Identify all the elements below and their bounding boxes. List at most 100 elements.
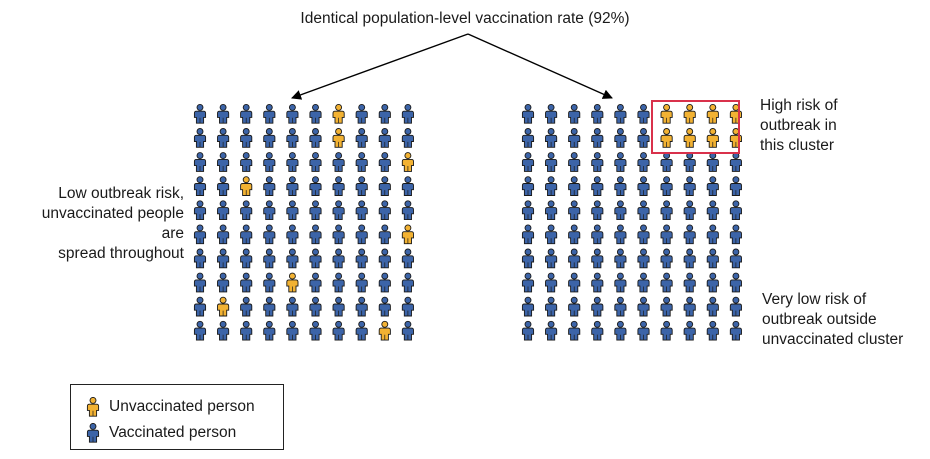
vaccinated-person-icon (683, 296, 696, 317)
vaccinated-person-icon (332, 176, 345, 196)
vaccinated-person-icon (309, 224, 322, 245)
vaccinated-person-icon (378, 103, 391, 124)
vaccinated-person-icon (568, 103, 581, 124)
vaccinated-person-icon (729, 200, 742, 221)
vaccinated-person-icon (729, 176, 742, 196)
unvaccinated-person-icon (660, 128, 673, 148)
vaccinated-person-icon (263, 103, 276, 124)
vaccinated-person-icon (521, 152, 535, 172)
vaccinated-person-icon (521, 272, 535, 293)
vaccinated-person-icon (355, 152, 368, 172)
vaccinated-person-icon (263, 224, 276, 245)
vaccinated-person-icon (263, 248, 276, 269)
vaccinated-person-icon (355, 296, 368, 317)
vaccinated-person-icon (309, 248, 322, 269)
left-caption-line: unvaccinated people are (41, 205, 184, 242)
vaccinated-person-icon (355, 103, 368, 124)
high-risk-caption-line: this cluster (760, 137, 835, 154)
vaccinated-person-icon (309, 296, 322, 317)
vaccinated-person-icon (193, 200, 207, 221)
vaccinated-person-icon (193, 296, 207, 317)
vaccinated-person-icon (332, 248, 345, 269)
vaccinated-person-icon (378, 248, 391, 269)
vaccinated-person-icon (545, 152, 558, 172)
vaccinated-person-icon (706, 176, 719, 196)
vaccinated-person-icon (401, 296, 414, 317)
vaccinated-person-icon (706, 200, 719, 221)
vaccinated-person-icon (660, 296, 673, 317)
high-risk-caption: High risk of outbreak in this cluster (760, 96, 900, 156)
vaccinated-person-icon (217, 224, 230, 245)
vaccinated-person-icon (355, 128, 368, 148)
vaccinated-person-icon (217, 272, 230, 293)
vaccinated-person-icon (591, 296, 604, 317)
vaccinated-person-icon (193, 248, 207, 269)
low-risk-caption-line: unvaccinated cluster (762, 331, 904, 348)
vaccinated-person-icon (591, 152, 604, 172)
arrow-right (467, 33, 613, 99)
vaccinated-person-icon (401, 128, 414, 148)
vaccinated-person-icon (286, 224, 299, 245)
vaccinated-person-icon (263, 320, 276, 341)
vaccinated-person-icon (355, 320, 368, 341)
unvaccinated-person-icon (332, 103, 345, 124)
vaccinated-person-icon (614, 248, 627, 269)
vaccinated-person-icon (591, 128, 604, 148)
vaccinated-person-icon (591, 272, 604, 293)
vaccinated-person-icon (217, 128, 230, 148)
unvaccinated-person-icon (217, 296, 230, 317)
vaccinated-person-icon (683, 152, 696, 172)
vaccinated-person-icon (332, 272, 345, 293)
unvaccinated-person-icon (660, 103, 673, 124)
vaccinated-person-icon (309, 176, 322, 196)
legend: Unvaccinated person Vaccinated person (70, 384, 284, 450)
vaccinated-person-icon (729, 224, 742, 245)
vaccinated-person-icon (240, 248, 253, 269)
vaccinated-person-icon (378, 296, 391, 317)
vaccinated-person-icon (217, 320, 230, 341)
vaccinated-person-icon (217, 248, 230, 269)
vaccinated-person-icon (591, 224, 604, 245)
vaccinated-person-icon (683, 176, 696, 196)
vaccinated-person-icon (729, 272, 742, 293)
vaccinated-person-icon (568, 248, 581, 269)
vaccinated-person-icon (591, 176, 604, 196)
vaccinated-person-icon (614, 272, 627, 293)
vaccinated-person-icon (286, 128, 299, 148)
vaccinated-person-icon (401, 320, 414, 341)
vaccinated-person-icon (614, 152, 627, 172)
diagram-title: Identical population-level vaccination r… (300, 10, 630, 27)
vaccinated-person-icon (263, 296, 276, 317)
population-grid-clustered (521, 103, 742, 341)
vaccinated-person-icon (706, 272, 719, 293)
vaccinated-person-icon (729, 152, 742, 172)
vaccinated-person-icon (591, 248, 604, 269)
unvaccinated-person-icon (683, 128, 696, 148)
vaccinated-person-icon (545, 128, 558, 148)
vaccinated-person-icon (637, 103, 650, 124)
vaccinated-person-icon (637, 128, 650, 148)
vaccinated-person-icon (637, 248, 650, 269)
vaccinated-person-icon (568, 128, 581, 148)
vaccinated-person-icon (193, 272, 207, 293)
vaccinated-person-icon (545, 296, 558, 317)
vaccinated-person-icon (521, 296, 535, 317)
vaccinated-person-icon (309, 320, 322, 341)
vaccinated-person-icon (355, 176, 368, 196)
vaccinated-person-icon (286, 296, 299, 317)
vaccinated-person-icon (521, 176, 535, 196)
vaccinated-person-icon (193, 152, 207, 172)
low-risk-caption-line: outbreak outside (762, 311, 877, 328)
vaccinated-person-icon (401, 272, 414, 293)
vaccinated-person-icon (545, 224, 558, 245)
low-risk-caption-line: Very low risk of (762, 291, 867, 308)
vaccinated-person-icon (378, 272, 391, 293)
unvaccinated-person-icon (401, 152, 414, 172)
vaccinated-person-icon (217, 200, 230, 221)
vaccinated-person-icon (401, 103, 414, 124)
vaccinated-person-icon (568, 320, 581, 341)
vaccinated-person-icon (591, 320, 604, 341)
vaccinated-person-icon (660, 320, 673, 341)
vaccinated-person-icon (683, 272, 696, 293)
vaccinated-person-icon (286, 176, 299, 196)
